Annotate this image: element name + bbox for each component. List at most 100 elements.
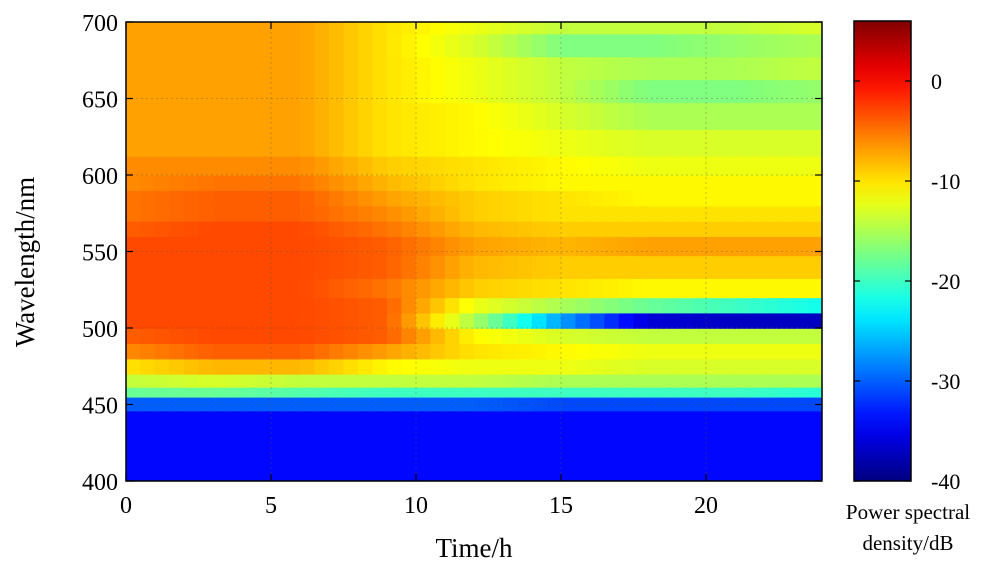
heatmap-cell — [299, 461, 316, 481]
heatmap-cell — [763, 33, 780, 58]
heatmap-cell — [154, 386, 171, 398]
heatmap-cell — [807, 220, 822, 237]
heatmap-cell — [169, 33, 185, 58]
heatmap-cell — [372, 358, 388, 375]
heatmap-cell — [763, 56, 780, 81]
heatmap-cell — [372, 386, 388, 398]
heatmap-cell — [676, 297, 693, 314]
heatmap-cell — [198, 312, 214, 329]
heatmap-cell — [140, 33, 156, 58]
heatmap-cell — [575, 79, 591, 104]
heatmap-cell — [256, 128, 272, 157]
heatmap-cell — [299, 255, 316, 280]
colorbar-label-line-1: Power spectral — [846, 500, 970, 524]
heatmap-cell — [227, 312, 243, 329]
heatmap-cell — [575, 386, 591, 398]
heatmap-cell — [604, 128, 620, 157]
heatmap-cell — [517, 22, 533, 35]
heatmap-cell — [140, 410, 156, 436]
heatmap-cell — [169, 79, 185, 104]
heatmap-cell — [763, 155, 780, 176]
heatmap-cell — [198, 205, 214, 222]
heatmap-cell — [270, 102, 287, 130]
colorbar: 0 -10 -20 -30 -40 Power spectral density/dB — [846, 20, 970, 555]
heatmap-cell — [662, 373, 678, 388]
heatmap-cell — [270, 386, 287, 398]
heatmap-cell — [734, 410, 751, 436]
heatmap-cell — [662, 128, 678, 157]
heatmap-cell — [604, 190, 620, 207]
heatmap-cell — [343, 312, 359, 329]
heatmap-cell — [546, 278, 562, 299]
heatmap-cell — [169, 22, 185, 35]
heatmap-cell — [386, 102, 403, 130]
heatmap-cell — [401, 312, 417, 329]
heatmap-cell — [589, 434, 606, 463]
heatmap-cell — [807, 56, 822, 81]
heatmap-cell — [328, 155, 345, 176]
heatmap-cell — [734, 327, 751, 345]
heatmap-cell — [488, 236, 504, 257]
heatmap-cell — [560, 358, 577, 375]
heatmap-cell — [575, 190, 591, 207]
heatmap-cell — [314, 255, 330, 280]
heatmap-cell — [560, 386, 577, 398]
heatmap-cell — [502, 205, 519, 222]
heatmap-cell — [488, 255, 504, 280]
heatmap-cell — [676, 155, 693, 176]
heatmap-cell — [241, 327, 258, 345]
y-tick-label: 500 — [82, 317, 118, 343]
heatmap-cell — [343, 220, 359, 237]
heatmap-cell — [778, 343, 794, 360]
heatmap-cell — [676, 278, 693, 299]
heatmap-cell — [444, 102, 461, 130]
heatmap-cell — [140, 358, 156, 375]
heatmap-cell — [386, 461, 403, 481]
heatmap-cell — [517, 128, 533, 157]
heatmap-cell — [126, 174, 142, 192]
heatmap-cell — [502, 327, 519, 345]
heatmap-cell — [169, 255, 185, 280]
heatmap-cell — [778, 79, 794, 104]
heatmap-cell — [604, 56, 620, 81]
heatmap-cell — [285, 312, 301, 329]
heatmap-cell — [778, 22, 794, 35]
heatmap-cell — [212, 343, 229, 360]
heatmap-cell — [604, 358, 620, 375]
heatmap-cell — [778, 220, 794, 237]
heatmap-cell — [807, 297, 822, 314]
heatmap-cell — [633, 174, 649, 192]
heatmap-cell — [531, 56, 548, 81]
heatmap-cell — [676, 190, 693, 207]
heatmap-cell — [299, 410, 316, 436]
heatmap-cell — [227, 205, 243, 222]
heatmap-cell — [488, 312, 504, 329]
heatmap-cell — [270, 22, 287, 35]
heatmap-cell — [749, 205, 765, 222]
heatmap-cell — [227, 373, 243, 388]
heatmap-cell — [502, 236, 519, 257]
heatmap-cell — [285, 373, 301, 388]
heatmap-cell — [401, 79, 417, 104]
heatmap-cell — [473, 174, 490, 192]
heatmap-cell — [328, 297, 345, 314]
heatmap-cell — [444, 155, 461, 176]
heatmap-cell — [212, 174, 229, 192]
heatmap-cell — [183, 358, 200, 375]
heatmap-cell — [386, 79, 403, 104]
heatmap-cell — [314, 79, 330, 104]
heatmap-cell — [372, 190, 388, 207]
heatmap-cell — [372, 236, 388, 257]
heatmap-cell — [126, 220, 142, 237]
heatmap-cell — [401, 190, 417, 207]
heatmap-cell — [778, 434, 794, 463]
heatmap-cell — [285, 358, 301, 375]
heatmap-cell — [459, 236, 475, 257]
heatmap-cell — [126, 386, 142, 398]
heatmap-cell — [285, 155, 301, 176]
heatmap-cell — [270, 205, 287, 222]
heatmap-cell — [604, 461, 620, 481]
heatmap-cell — [256, 174, 272, 192]
heatmap-cell — [415, 396, 432, 412]
heatmap-cell — [198, 386, 214, 398]
